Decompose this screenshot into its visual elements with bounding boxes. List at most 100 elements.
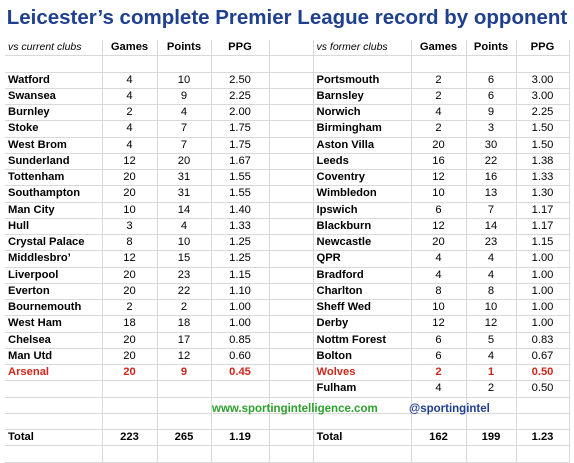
- spacer-cell: [269, 218, 314, 236]
- former-club-ppg: 1.00: [516, 315, 570, 333]
- former-club-games: 16: [411, 153, 467, 171]
- former-club-name: Aston Villa: [313, 137, 412, 154]
- ppg-header: PPG: [211, 40, 270, 57]
- empty-cell: [157, 445, 212, 463]
- former-club-points: 10: [466, 299, 517, 317]
- current-club-points: 18: [157, 315, 212, 333]
- empty-cell: [102, 397, 158, 414]
- current-clubs-label: vs current clubs: [5, 40, 103, 57]
- points-header: Points: [466, 40, 517, 57]
- empty-cell: [516, 445, 570, 463]
- current-club-ppg: 1.67: [211, 153, 270, 171]
- former-total-points: 199: [466, 429, 517, 447]
- empty-cell: [313, 445, 412, 463]
- current-club-games: 20: [102, 332, 158, 349]
- current-club-ppg: 1.25: [211, 250, 270, 268]
- current-club-ppg: 0.85: [211, 332, 270, 349]
- former-club-games: 12: [411, 169, 467, 187]
- empty-cell: [466, 413, 517, 431]
- former-club-games: 4: [411, 267, 467, 284]
- current-club-points: 10: [157, 234, 212, 252]
- former-club-points: 30: [466, 137, 517, 154]
- current-club-points: 12: [157, 348, 212, 366]
- former-club-points: 1: [466, 364, 517, 382]
- current-club-name: Arsenal: [5, 364, 103, 382]
- spacer-cell: [269, 137, 314, 154]
- spacer-cell: [269, 169, 314, 187]
- empty-cell: [157, 397, 212, 414]
- current-club-points: 31: [157, 185, 212, 203]
- former-club-points: 4: [466, 348, 517, 366]
- former-club-ppg: 1.33: [516, 169, 570, 187]
- former-club-name: Nottm Forest: [313, 332, 412, 349]
- former-club-ppg: 1.00: [516, 299, 570, 317]
- current-club-name: Liverpool: [5, 267, 103, 284]
- former-club-name: Coventry: [313, 169, 412, 187]
- spacer-cell: [269, 332, 314, 349]
- current-club-ppg: 1.10: [211, 283, 270, 301]
- former-club-ppg: 3.00: [516, 72, 570, 89]
- former-club-ppg: 0.67: [516, 348, 570, 366]
- former-club-points: 4: [466, 250, 517, 268]
- games-header: Games: [102, 40, 158, 57]
- current-club-points: 9: [157, 364, 212, 382]
- current-club-points: 17: [157, 332, 212, 349]
- current-club-games: 4: [102, 137, 158, 154]
- current-club-name: Man City: [5, 202, 103, 219]
- current-club-ppg: 1.00: [211, 299, 270, 317]
- spacer-cell: [269, 283, 314, 301]
- former-club-name: Newcastle: [313, 234, 412, 252]
- current-club-name: Middlesbro’: [5, 250, 103, 268]
- spacer-cell: [269, 364, 314, 382]
- former-club-points: 14: [466, 218, 517, 236]
- empty-cell: [466, 445, 517, 463]
- former-club-ppg: 1.17: [516, 202, 570, 219]
- games-header: Games: [411, 40, 467, 57]
- empty-cell: [313, 397, 412, 414]
- empty-cell: [211, 413, 270, 431]
- empty-cell: [269, 397, 314, 414]
- current-club-games: 8: [102, 234, 158, 252]
- empty-cell: [411, 445, 467, 463]
- table-row: West Ham 18 18 1.00 Derby 12 12 1.00: [5, 315, 570, 333]
- table-row: Bournemouth 2 2 1.00 Sheff Wed 10 10 1.00: [5, 299, 570, 317]
- former-club-points: 3: [466, 120, 517, 138]
- empty-cell: [157, 413, 212, 431]
- record-table: vs current clubs Games Points PPG vs for…: [5, 40, 570, 463]
- current-club-points: 10: [157, 72, 212, 89]
- current-club-games: 20: [102, 364, 158, 382]
- table-row: Everton 20 22 1.10 Charlton 8 8 1.00: [5, 283, 570, 301]
- footer-website: www.sportingintelligence.com: [212, 403, 378, 415]
- empty-cell: [313, 413, 412, 431]
- table-row: Man Utd 20 12 0.60 Bolton 6 4 0.67: [5, 348, 570, 366]
- spacer-cell: [269, 250, 314, 268]
- current-club-points: 15: [157, 250, 212, 268]
- spacer-cell: [269, 72, 314, 89]
- current-club-points: 20: [157, 153, 212, 171]
- empty-cell: [5, 397, 103, 414]
- table-row: Chelsea 20 17 0.85 Nottm Forest 6 5 0.83: [5, 332, 570, 349]
- former-club-points: 5: [466, 332, 517, 349]
- table-row: Watford 4 10 2.50 Portsmouth 2 6 3.00: [5, 72, 570, 89]
- spacer-cell: [269, 120, 314, 138]
- current-club-ppg: 1.40: [211, 202, 270, 219]
- empty-cell: [102, 413, 158, 431]
- table-row: Arsenal 20 9 0.45 Wolves 2 1 0.50: [5, 364, 570, 382]
- former-club-name: Norwich: [313, 104, 412, 122]
- former-total-games: 162: [411, 429, 467, 447]
- current-club-games: 2: [102, 299, 158, 317]
- current-club-games: 4: [102, 72, 158, 89]
- current-club-games: 12: [102, 250, 158, 268]
- spacer-cell: [269, 299, 314, 317]
- page-title: Leicester’s complete Premier League reco…: [6, 6, 568, 29]
- former-club-name: Ipswich: [313, 202, 412, 219]
- blank-row: [5, 55, 570, 73]
- current-club-ppg: 1.15: [211, 267, 270, 284]
- current-club-points: 4: [157, 104, 212, 122]
- former-club-ppg: 0.50: [516, 380, 570, 398]
- former-club-games: 2: [411, 364, 467, 382]
- table-row: Crystal Palace 8 10 1.25 Newcastle 20 23 1.15: [5, 234, 570, 252]
- current-club-points: 2: [157, 299, 212, 317]
- empty-cell: [411, 397, 467, 414]
- spacer-cell: [269, 380, 314, 398]
